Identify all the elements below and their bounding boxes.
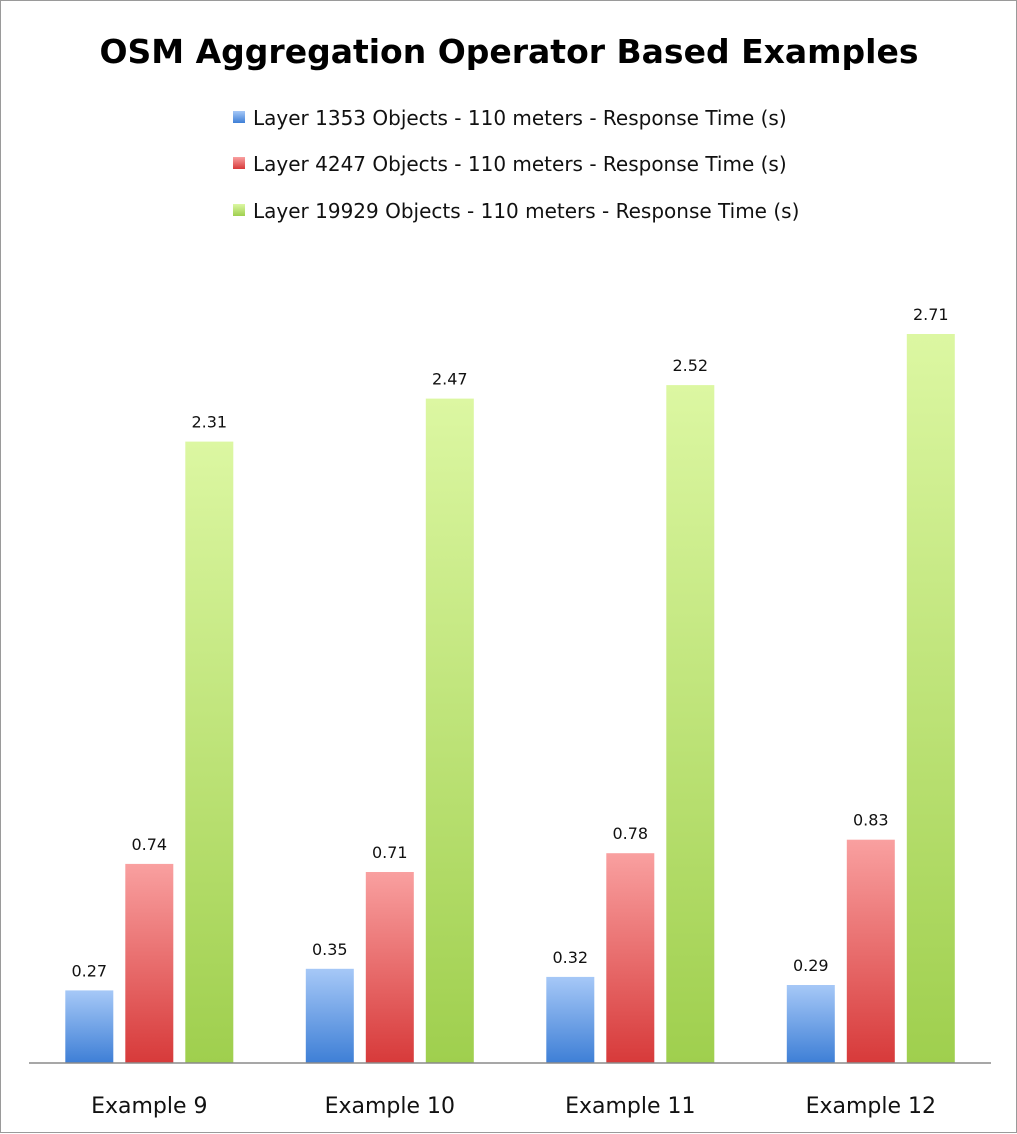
value-label-series-1-cat-3: 0.32 xyxy=(552,948,588,967)
value-label-series-3-cat-1: 2.31 xyxy=(191,413,227,432)
bar-series-1-cat-3 xyxy=(546,976,595,1063)
value-label-series-1-cat-4: 0.29 xyxy=(793,956,829,975)
bar-series-1-cat-4 xyxy=(786,985,835,1063)
bar-series-2-cat-4 xyxy=(846,839,895,1063)
legend-swatch-series-3 xyxy=(233,204,245,216)
value-label-series-3-cat-2: 2.47 xyxy=(432,370,468,389)
value-labels-group: 0.27 0.74 2.31 0.35 0.71 2.47 0.32 0.78 2.52 0.29… xyxy=(71,305,948,980)
category-label-2: Example 10 xyxy=(325,1094,455,1119)
value-label-series-3-cat-3: 2.52 xyxy=(672,356,708,375)
legend-swatch-series-1 xyxy=(233,111,245,123)
value-label-series-2-cat-1: 0.74 xyxy=(131,835,167,854)
bar-series-1-cat-1 xyxy=(65,990,114,1063)
category-label-3: Example 11 xyxy=(565,1094,695,1119)
legend-label-series-3: Layer 19929 Objects - 110 meters - Respo… xyxy=(253,199,799,223)
bars-group xyxy=(65,334,955,1064)
bar-series-2-cat-2 xyxy=(365,872,414,1063)
bar-series-3-cat-3 xyxy=(666,385,715,1064)
chart-title: OSM Aggregation Operator Based Examples xyxy=(99,32,918,71)
legend-label-series-1: Layer 1353 Objects - 110 meters - Respon… xyxy=(253,106,787,130)
bar-series-2-cat-1 xyxy=(125,863,174,1063)
category-label-4: Example 12 xyxy=(806,1094,936,1119)
value-label-series-2-cat-4: 0.83 xyxy=(853,811,889,830)
bar-series-3-cat-4 xyxy=(906,334,955,1063)
bar-series-3-cat-1 xyxy=(185,441,234,1064)
value-label-series-2-cat-2: 0.71 xyxy=(372,843,408,862)
category-label-1: Example 9 xyxy=(91,1094,207,1119)
bar-series-1-cat-2 xyxy=(305,968,354,1063)
legend-swatch-series-2 xyxy=(233,157,245,169)
category-labels-group: Example 9 Example 10 Example 11 Example 12 xyxy=(91,1094,936,1119)
value-label-series-3-cat-4: 2.71 xyxy=(913,305,949,324)
value-label-series-1-cat-2: 0.35 xyxy=(312,940,348,959)
value-label-series-2-cat-3: 0.78 xyxy=(612,824,648,843)
bar-series-3-cat-2 xyxy=(425,398,474,1064)
bar-series-2-cat-3 xyxy=(606,853,655,1063)
value-label-series-1-cat-1: 0.27 xyxy=(71,961,107,980)
legend-label-series-2: Layer 4247 Objects - 110 meters - Respon… xyxy=(253,152,787,176)
legend: Layer 1353 Objects - 110 meters - Respon… xyxy=(233,106,799,223)
